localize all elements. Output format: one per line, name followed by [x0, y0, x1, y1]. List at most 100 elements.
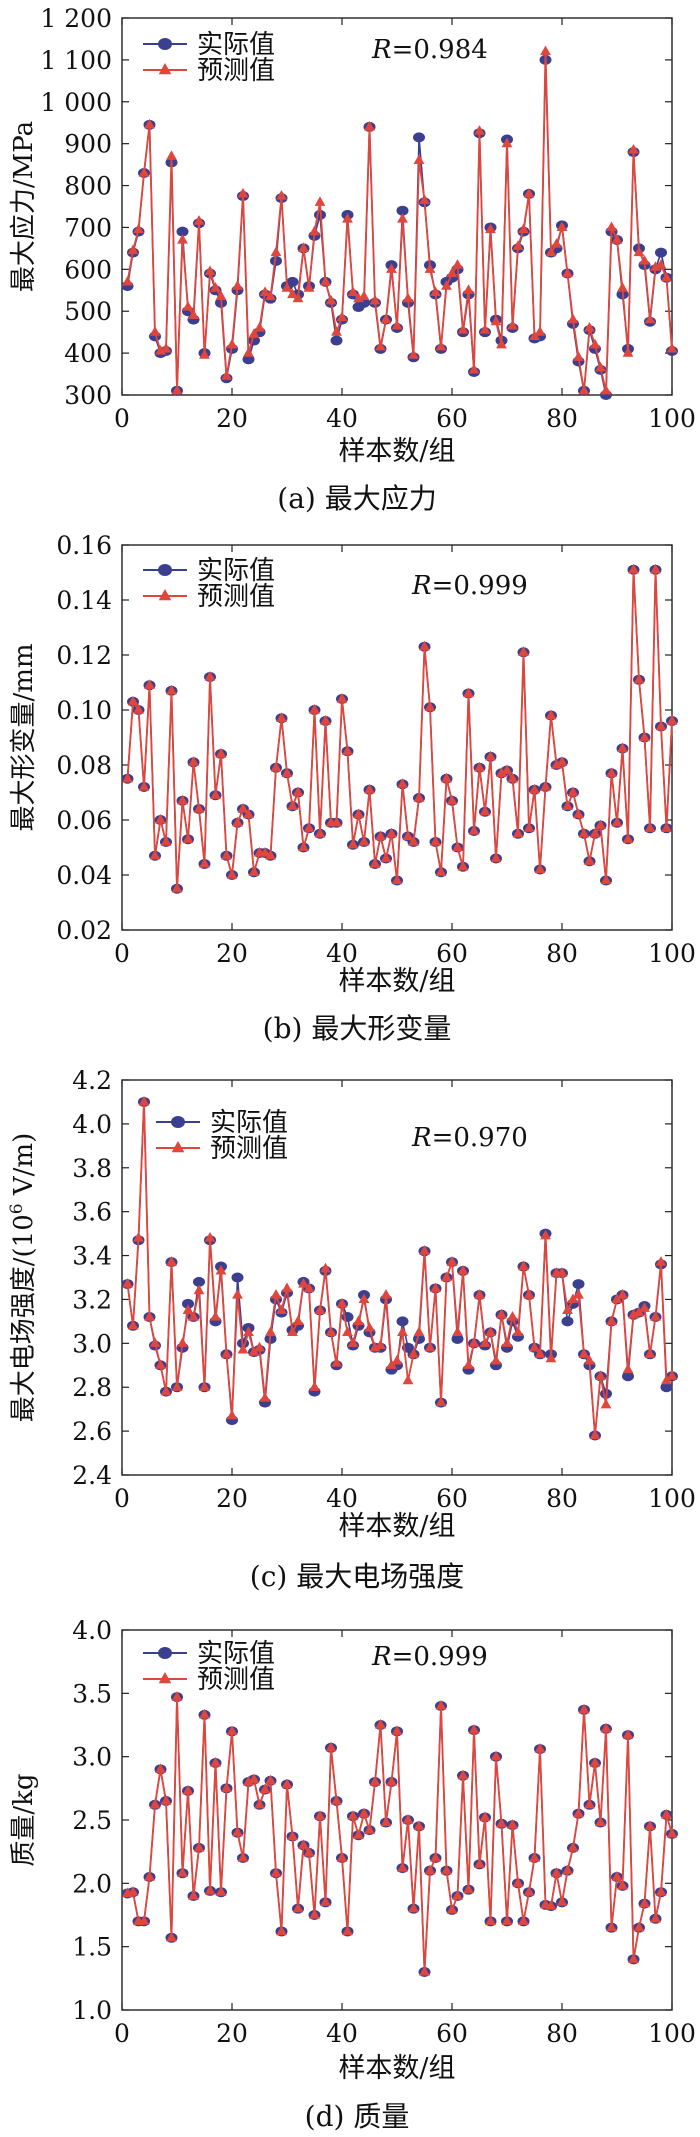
data-point	[237, 187, 249, 198]
x-axis-label: 样本数/组	[338, 2053, 455, 2084]
data-point	[265, 849, 276, 860]
data-point	[364, 1321, 375, 1332]
data-point	[534, 1348, 546, 1358]
data-point	[595, 819, 606, 830]
data-point	[303, 1846, 315, 1857]
panel-caption: (a) 最大应力	[277, 482, 436, 515]
data-point	[545, 246, 557, 257]
data-point	[160, 1385, 172, 1396]
data-point	[419, 1966, 430, 1976]
data-point	[232, 1826, 243, 1837]
data-point	[501, 137, 513, 148]
data-point	[149, 849, 161, 860]
data-point	[188, 1311, 199, 1321]
data-point	[127, 695, 139, 706]
data-point	[496, 1817, 507, 1828]
data-point	[562, 1864, 573, 1875]
data-point	[496, 767, 507, 777]
data-point	[122, 772, 133, 783]
data-point	[545, 1352, 557, 1363]
data-point	[364, 783, 375, 794]
data-point	[655, 1256, 667, 1266]
data-point	[413, 1326, 425, 1336]
data-point	[633, 1306, 645, 1317]
data-point	[320, 1262, 331, 1273]
series-line	[126, 50, 673, 392]
y-tick-label: 0.16	[56, 531, 112, 560]
y-tick-label: 4.2	[72, 1066, 112, 1095]
data-point	[177, 234, 188, 244]
data-point	[391, 1725, 403, 1735]
data-point	[210, 1757, 221, 1767]
data-point	[661, 271, 672, 282]
data-point	[122, 1278, 133, 1288]
data-point	[567, 1841, 579, 1852]
y-tick-label: 3.8	[72, 1154, 112, 1183]
data-point	[314, 827, 326, 838]
legend-label: 实际值	[210, 1108, 288, 1138]
data-point	[490, 1750, 502, 1761]
data-point	[573, 808, 584, 819]
x-tick-label: 0	[114, 404, 130, 433]
data-point	[149, 1798, 161, 1809]
data-point	[215, 290, 227, 301]
panel-2: 2.4 2.6 2.8 3.0 3.2 3.4 3.6 3.8 4.0 4.2 0 20 40 60 80 1…	[7, 1066, 696, 1593]
data-point	[402, 1374, 414, 1385]
data-point	[617, 282, 628, 292]
data-point	[204, 1232, 216, 1242]
data-point	[430, 1852, 441, 1862]
data-point	[160, 1795, 172, 1805]
data-point	[435, 1700, 447, 1710]
data-point	[270, 246, 282, 257]
data-point	[232, 816, 243, 827]
data-point	[336, 1852, 348, 1862]
data-point	[468, 363, 480, 374]
data-point	[210, 789, 221, 799]
data-point	[331, 1795, 342, 1805]
data-point	[441, 1271, 452, 1282]
data-point	[512, 240, 524, 250]
data-point	[127, 244, 139, 255]
data-point	[336, 311, 348, 322]
data-point	[589, 1757, 601, 1767]
x-tick-label: 0	[114, 1484, 130, 1513]
data-point	[204, 1884, 216, 1895]
data-point	[160, 836, 172, 846]
data-point	[270, 1867, 282, 1877]
data-point	[320, 1896, 331, 1906]
data-point	[182, 1304, 194, 1315]
data-point	[358, 290, 370, 301]
data-point	[485, 1915, 496, 1925]
data-point	[446, 267, 458, 278]
data-point	[512, 1877, 524, 1887]
panel-caption: (b) 最大形变量	[263, 1012, 452, 1045]
y-tick-label: 4.0	[72, 1110, 112, 1139]
data-point	[342, 1925, 353, 1936]
y-tick-label: 0.04	[56, 861, 112, 890]
data-point	[584, 855, 595, 865]
data-point	[573, 351, 584, 361]
legend-marker	[158, 1647, 172, 1659]
data-point	[281, 1778, 293, 1789]
data-point	[243, 808, 254, 819]
data-point	[144, 1871, 155, 1881]
data-point	[347, 1337, 359, 1347]
data-point	[276, 1304, 287, 1315]
data-point	[342, 213, 353, 223]
data-point	[650, 563, 661, 574]
data-point	[639, 1897, 650, 1908]
data-point	[551, 238, 562, 248]
data-point	[650, 1311, 661, 1321]
data-point	[270, 761, 282, 772]
x-tick-label: 0	[114, 939, 130, 968]
legend-marker	[158, 589, 172, 601]
legend-label: 预测值	[197, 1665, 275, 1695]
data-point	[661, 1374, 672, 1385]
data-point	[177, 1867, 188, 1877]
y-tick-label: 1.0	[72, 1996, 112, 2025]
data-point	[474, 1858, 485, 1868]
data-point	[529, 783, 540, 794]
data-point	[650, 1912, 661, 1923]
x-tick-label: 80	[546, 1484, 578, 1513]
